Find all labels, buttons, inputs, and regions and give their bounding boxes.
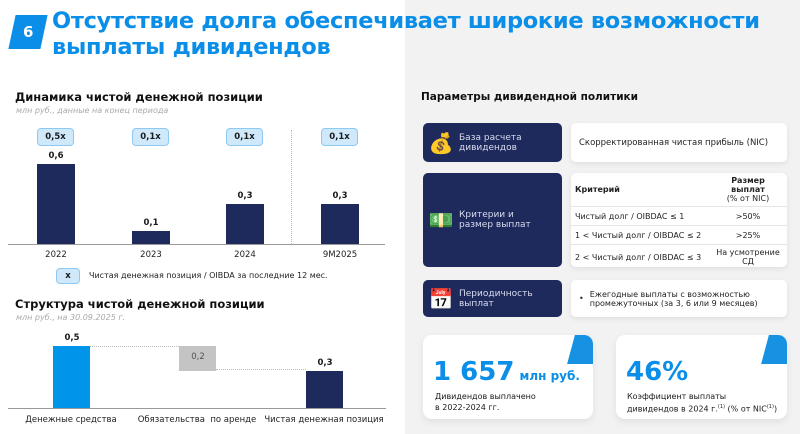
page-title: Отсутствие долга обеспечивает широкие во… xyxy=(52,8,760,60)
dividends-paid-card: 1 657 млн руб. Дивидендов выплачено в 202… xyxy=(423,335,593,419)
dividends-paid-unit: млн руб. xyxy=(519,369,580,383)
bar-0 xyxy=(53,346,90,408)
calendar-icon: 📅 xyxy=(428,286,454,311)
category-label: 2024 xyxy=(234,250,256,260)
criteria-row: Чистый долг / OIBDAC ≤ 1 >50% xyxy=(571,206,787,226)
payout: На усмотрение СД xyxy=(709,244,787,267)
footnote-ref: (1) xyxy=(717,404,726,410)
ratio-badge: 0,1x xyxy=(226,128,263,146)
base-value-box: Скорректированная чистая прибыль (NIC) xyxy=(571,123,787,162)
chart2-subtitle: млн руб., на 30.09.2025 г. xyxy=(16,313,126,322)
col-payout-header: Размер выплат xyxy=(731,176,765,194)
period-label-box: 📅 Периодичность выплат xyxy=(423,280,562,317)
payout-ratio-desc3: (% от NIC xyxy=(725,404,767,414)
category-label: 9M2025 xyxy=(322,250,358,260)
base-label: База расчета дивидендов xyxy=(459,132,522,153)
col-criterion-header: Критерий xyxy=(571,173,709,207)
connector-line xyxy=(216,369,306,370)
title-line-2: выплаты дивидендов xyxy=(52,34,331,60)
money-stack-icon: 💵 xyxy=(428,208,454,232)
chart1-title: Динамика чистой денежной позиции xyxy=(15,90,263,104)
policy-title: Параметры дивидендной политики xyxy=(421,91,639,103)
ratio-badge: 0,5x xyxy=(37,128,74,146)
bar-2024 xyxy=(226,204,264,244)
chart1-subtitle: млн руб., данные на конец периода xyxy=(16,106,169,115)
value-label: 0,5 xyxy=(64,333,80,343)
dividends-paid-value: 1 657 xyxy=(433,357,515,387)
criterion: Чистый долг / OIBDAC ≤ 1 xyxy=(571,206,709,226)
chart2-title: Структура чистой денежной позиции xyxy=(15,297,265,311)
criteria-label: Критерии и размер выплат xyxy=(459,210,531,230)
payout: >25% xyxy=(709,225,787,245)
period-value-box: • Ежегодные выплаты с возможностью промеж… xyxy=(571,280,787,317)
footnote-ref: (1) xyxy=(766,404,774,410)
payout-ratio-desc2: дивидендов в 2024 г. xyxy=(627,404,718,414)
criteria-row: 2 < Чистый долг / OIBDAC ≤ 3 На усмотрени… xyxy=(571,244,787,267)
value-label: 0,3 xyxy=(332,191,348,201)
period-label: Периодичность выплат xyxy=(459,288,533,309)
bar-2 xyxy=(306,370,343,408)
category-label: Денежные средства xyxy=(25,415,117,425)
dividends-paid-desc2: в 2022-2024 гг. xyxy=(435,403,500,412)
criteria-row: 1 < Чистый долг / OIBDAC ≤ 2 >25% xyxy=(571,225,787,245)
x-axis xyxy=(8,244,385,245)
criterion: 2 < Чистый долг / OIBDAC ≤ 3 xyxy=(571,244,709,267)
period-value: Ежегодные выплаты с возможностью промежу… xyxy=(589,289,758,308)
legend-marker: x xyxy=(56,268,80,284)
title-line-1: Отсутствие долга обеспечивает широкие во… xyxy=(52,8,760,34)
bar-1 xyxy=(179,346,216,371)
value-label: 0,3 xyxy=(237,191,253,201)
criterion: 1 < Чистый долг / OIBDAC ≤ 2 xyxy=(571,225,709,245)
category-label: Чистая денежная позиция xyxy=(264,415,384,425)
payout-ratio-desc1: Коэффициент выплаты xyxy=(627,392,727,401)
connector-line xyxy=(90,346,179,347)
bar-2022 xyxy=(37,164,75,244)
payout-ratio-desc4: ) xyxy=(773,404,778,414)
value-label: 0,3 xyxy=(317,357,333,368)
bar-2023 xyxy=(132,230,170,244)
criteria-table: Критерий Размер выплат (% от NIC) Чистый д… xyxy=(571,173,787,267)
col-payout-sub: (% от NIC) xyxy=(726,194,770,203)
criteria-label-box: 💵 Критерии и размер выплат xyxy=(423,173,562,267)
x-axis xyxy=(8,408,386,409)
category-label: Обязательства по аренде xyxy=(137,415,257,425)
category-label: 2023 xyxy=(140,250,162,260)
payout: >50% xyxy=(709,206,787,226)
dividends-paid-desc1: Дивидендов выплачено xyxy=(435,392,536,401)
ratio-badge: 0,1x xyxy=(132,128,169,146)
ratio-badge: 0,1x xyxy=(321,128,358,146)
category-label: 2022 xyxy=(45,250,67,260)
percent-chart-icon xyxy=(761,335,787,364)
payout-ratio-card: 46% Коэффициент выплаты дивидендов в 2024… xyxy=(616,335,787,419)
net-cash-chart: 0,6 0,5x 2022 0,1 0,1x 2023 0,3 0,1x 2024 0,3 0,1x… xyxy=(0,0,400,290)
legend-text: Чистая денежная позиция / OIBDA за после… xyxy=(89,271,328,280)
base-value: Скорректированная чистая прибыль (NIC) xyxy=(579,137,769,148)
payout-ratio-value: 46% xyxy=(626,357,689,387)
value-label: 0,6 xyxy=(48,151,64,161)
base-label-box: 💰 База расчета дивидендов xyxy=(423,123,562,162)
value-label: 0,1 xyxy=(143,217,159,228)
bar-9M2025 xyxy=(321,204,359,244)
period-separator xyxy=(291,130,292,244)
value-label: 0,2 xyxy=(191,352,205,363)
hand-money-icon: 💰 xyxy=(428,130,454,155)
